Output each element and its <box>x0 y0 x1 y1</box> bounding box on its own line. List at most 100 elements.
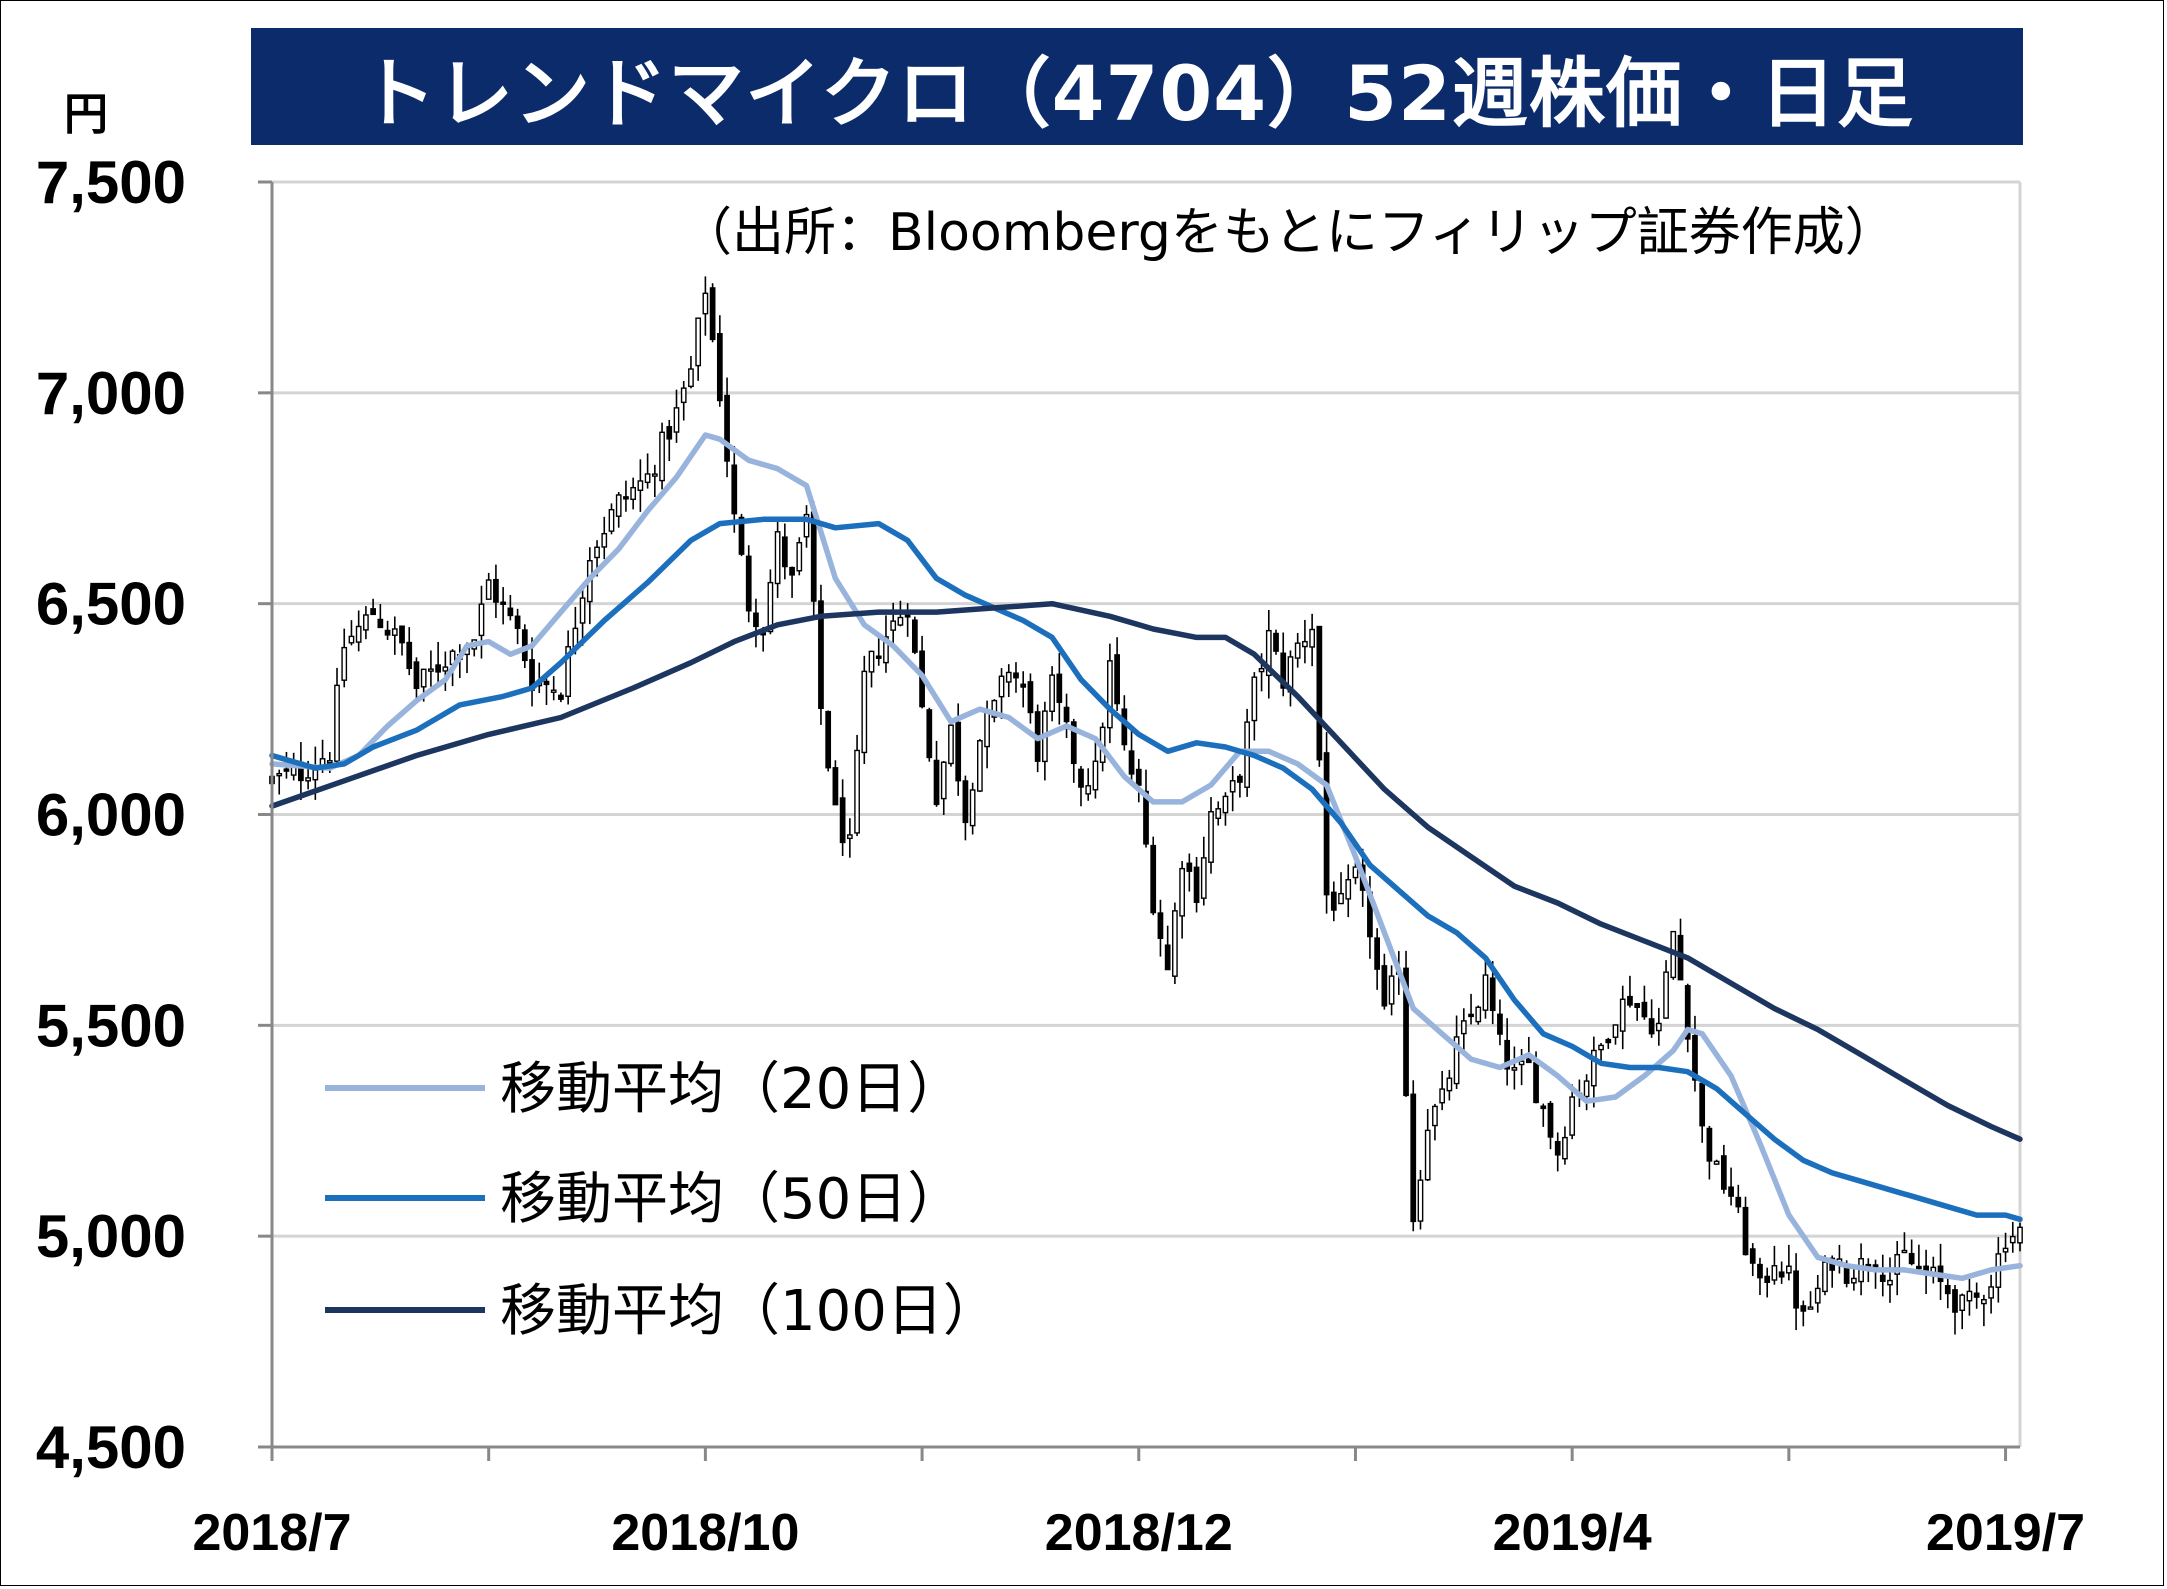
candle-body <box>420 668 427 688</box>
candle-body <box>377 618 384 629</box>
candle-body <box>1554 1140 1561 1156</box>
candle-body <box>1352 866 1359 879</box>
candle-body <box>1309 628 1315 648</box>
candle-body <box>1504 1039 1511 1070</box>
candle-body <box>1410 1093 1417 1223</box>
candle-body <box>1916 1265 1922 1270</box>
candle-body <box>500 601 507 605</box>
candle-body <box>1128 750 1135 775</box>
candle-body <box>818 600 824 709</box>
candle-body <box>435 664 441 673</box>
candle-body <box>1879 1274 1886 1282</box>
candle-body <box>1497 1013 1503 1035</box>
candle-body <box>1988 1286 1994 1299</box>
y-tick-label: 7,500 <box>36 149 186 216</box>
candle-body <box>1518 1060 1525 1066</box>
candle-body <box>1049 674 1055 713</box>
candle-body <box>442 666 449 672</box>
x-tick-label: 2018/7 <box>192 1504 351 1562</box>
candle-body <box>738 516 745 555</box>
candle-body <box>1764 1275 1771 1283</box>
candle-body <box>2009 1235 2016 1244</box>
candle-body <box>1814 1287 1821 1304</box>
candle-body <box>1901 1249 1908 1254</box>
candle-body <box>1973 1292 1980 1298</box>
candle-body <box>781 536 788 568</box>
candle-body <box>630 486 637 501</box>
candle-body <box>1280 652 1287 689</box>
x-tick-label: 2019/4 <box>1493 1504 1652 1562</box>
candle-body <box>1822 1261 1828 1293</box>
candle-body <box>774 531 781 585</box>
candle-body <box>1655 1022 1662 1032</box>
candle-body <box>1699 1082 1706 1127</box>
candle-body <box>543 680 550 686</box>
candle-body <box>868 650 875 673</box>
candle-body <box>348 635 355 644</box>
candle-body <box>1728 1186 1734 1197</box>
candle-body <box>283 768 290 772</box>
candle-body <box>991 699 998 718</box>
candle-body <box>1590 1049 1597 1087</box>
candle-body <box>1150 844 1157 914</box>
candle-body <box>370 608 376 616</box>
candle-body <box>1330 891 1337 911</box>
candle-body <box>688 368 694 388</box>
candle-body <box>1612 1024 1619 1038</box>
x-tick-labels: 2018/7 2018/10 2018/12 2019/4 2019/7 <box>192 1504 2085 1562</box>
candle-body <box>839 797 846 844</box>
x-tick-label: 2018/12 <box>1045 1504 1233 1562</box>
candle-body <box>1070 721 1077 765</box>
candle-body <box>1374 937 1381 970</box>
candle-body <box>1533 1062 1539 1104</box>
candle-body <box>673 407 680 433</box>
candle-body <box>413 661 420 690</box>
candle-body <box>955 721 962 782</box>
candle-body <box>1807 1306 1814 1310</box>
candle-body <box>601 532 608 548</box>
y-tick-label: 5,500 <box>36 992 186 1059</box>
candle-body <box>1547 1102 1554 1138</box>
candle-body <box>1417 1179 1424 1222</box>
candle-body <box>1627 995 1633 1006</box>
candle-body <box>1013 672 1019 679</box>
candle-body <box>1540 1105 1547 1110</box>
candle-body <box>659 431 665 482</box>
candle-body <box>1215 808 1222 819</box>
candle-body <box>1749 1248 1756 1264</box>
candle-body <box>897 616 904 626</box>
candle-body <box>810 511 817 602</box>
candle-body <box>846 834 853 840</box>
candle-body <box>514 615 521 629</box>
candle-body <box>507 607 514 617</box>
candle-body <box>1944 1284 1951 1295</box>
candle-body <box>753 612 759 628</box>
candle-body <box>1439 1088 1446 1104</box>
candle-body <box>384 629 391 636</box>
candle-body <box>1273 632 1279 652</box>
moving-average-lines <box>269 432 2023 1282</box>
candle-body <box>883 636 889 664</box>
candle-body <box>731 464 738 515</box>
candle-body <box>933 759 940 806</box>
y-tick-label: 7,000 <box>36 360 186 427</box>
candle-body <box>276 772 283 777</box>
candle-body <box>615 494 622 517</box>
candle-body <box>334 684 340 762</box>
candle-body <box>745 555 752 612</box>
y-tick-label: 5,000 <box>36 1203 186 1270</box>
candle-body <box>1851 1277 1857 1284</box>
candle-body <box>1771 1265 1778 1281</box>
candle-body <box>716 333 723 402</box>
candle-body <box>608 508 615 532</box>
candle-body <box>1222 795 1229 814</box>
candle-body <box>1489 977 1496 1012</box>
candle-body <box>637 480 644 491</box>
candle-body <box>651 473 658 477</box>
candle-body <box>1302 640 1308 648</box>
candle-body <box>558 694 564 700</box>
candle-body <box>1742 1206 1749 1256</box>
candle-body <box>666 426 673 440</box>
candle-body <box>305 777 311 782</box>
candle-body <box>1265 629 1272 677</box>
